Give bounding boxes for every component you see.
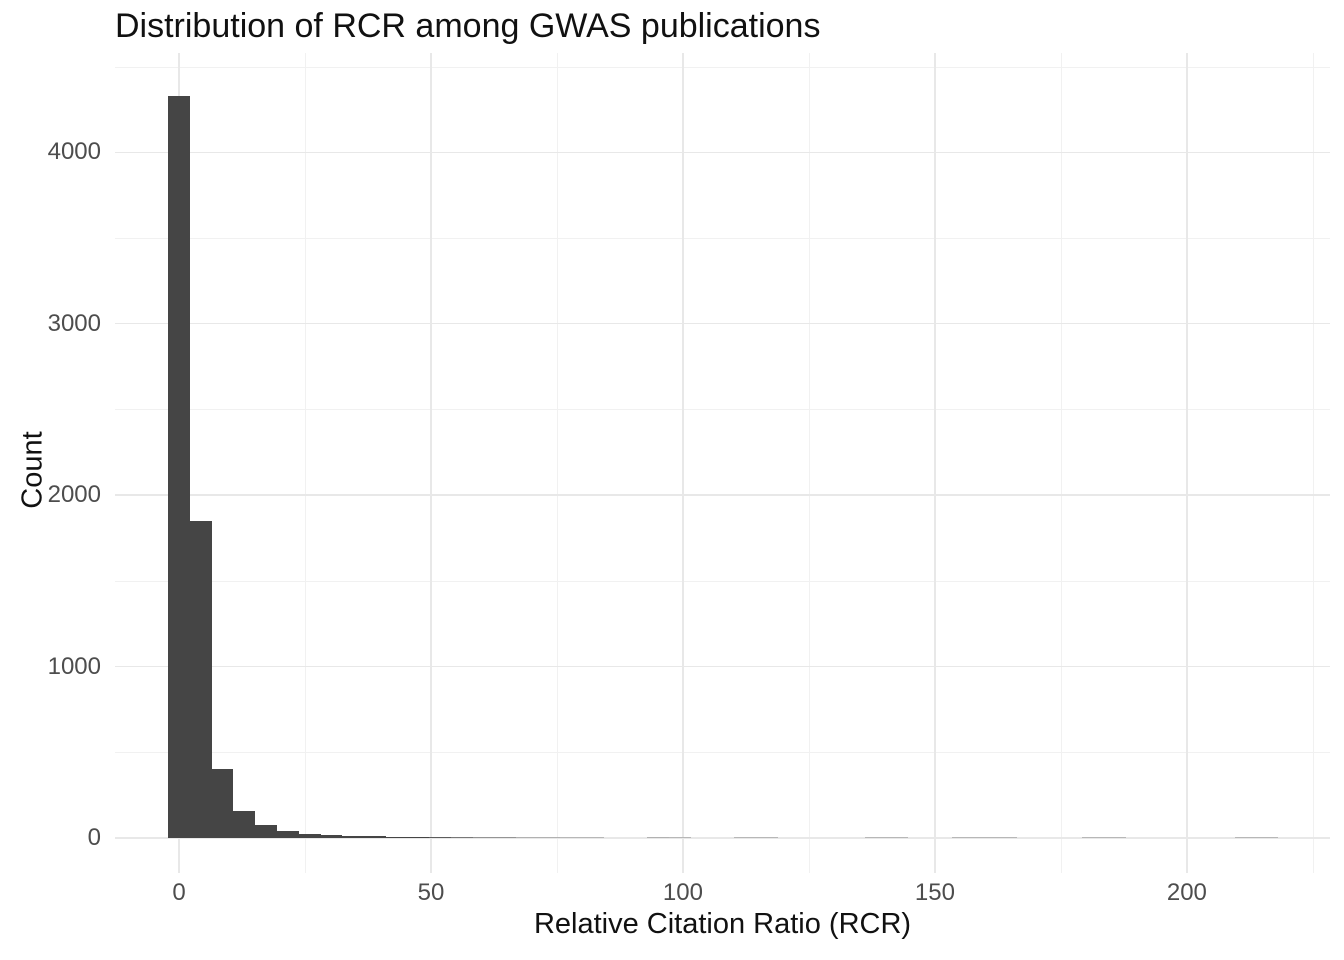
x-tick-label: 100 [662, 879, 703, 906]
y-tick-label: 2000 [47, 481, 101, 509]
gridline-x-major [1186, 53, 1188, 873]
histogram-bar [385, 836, 408, 838]
histogram-bar [451, 837, 473, 839]
gridline-x-minor [1060, 53, 1062, 873]
histogram-bar [1082, 837, 1105, 839]
gridline-y-minor [115, 237, 1330, 239]
histogram-bar [668, 837, 691, 839]
y-tick-label: 1000 [47, 652, 101, 680]
histogram-bar [995, 837, 1018, 839]
x-tick-label: 150 [914, 879, 955, 906]
histogram-bar [864, 837, 887, 839]
gridline-x-minor [556, 53, 558, 873]
y-tick-label: 3000 [47, 309, 101, 337]
histogram-bar [973, 837, 996, 839]
histogram-bar [364, 836, 386, 838]
histogram-bar [516, 837, 539, 839]
histogram-bar [429, 837, 452, 839]
histogram-bar [734, 837, 756, 839]
histogram-bar [320, 835, 343, 839]
x-tick-label: 50 [417, 879, 445, 906]
histogram-bar [1256, 837, 1279, 839]
x-tick-label: 0 [172, 879, 186, 906]
histogram-bar [494, 837, 517, 839]
gridline-x-minor [1312, 53, 1314, 873]
gridline-y-major [115, 322, 1330, 325]
histogram-bar [1234, 837, 1257, 839]
histogram-bar [211, 768, 234, 838]
histogram-bar [407, 836, 430, 838]
histogram-bar [538, 837, 560, 839]
gridline-y-minor [115, 409, 1330, 411]
gridline-x-major [430, 53, 432, 873]
histogram-bar [581, 837, 604, 839]
histogram-bar [886, 837, 909, 839]
histogram-bar [559, 837, 582, 839]
gridline-x-minor [808, 53, 810, 873]
gridline-y-major [115, 837, 1330, 839]
y-tick-label: 0 [87, 824, 101, 852]
chart-title: Distribution of RCR among GWAS publicati… [115, 7, 821, 45]
histogram-bar [233, 811, 256, 838]
plot-panel [115, 53, 1330, 873]
histogram-bar [755, 837, 778, 839]
histogram-bar [1104, 837, 1126, 839]
y-tick-label: 4000 [47, 138, 101, 166]
histogram-bar [951, 837, 974, 839]
gridline-y-minor [115, 580, 1330, 582]
histogram-bar [168, 95, 190, 839]
gridline-y-minor [115, 66, 1330, 68]
histogram-bar [647, 837, 669, 839]
gridline-y-major [115, 151, 1330, 153]
histogram-bar [472, 837, 495, 839]
histogram-bar [255, 825, 277, 838]
histogram-bar [276, 831, 299, 838]
histogram-bar [298, 833, 321, 839]
gridline-y-major [115, 665, 1330, 668]
gridline-y-major [115, 494, 1330, 496]
x-tick-label: 200 [1166, 879, 1207, 906]
histogram-bar [342, 835, 365, 839]
x-axis-title: Relative Citation Ratio (RCR) [533, 908, 912, 940]
gridline-x-major [682, 53, 684, 873]
gridline-x-minor [304, 53, 306, 873]
gridline-x-major [934, 53, 936, 873]
histogram-bar [189, 520, 212, 839]
gridline-y-minor [115, 752, 1330, 754]
